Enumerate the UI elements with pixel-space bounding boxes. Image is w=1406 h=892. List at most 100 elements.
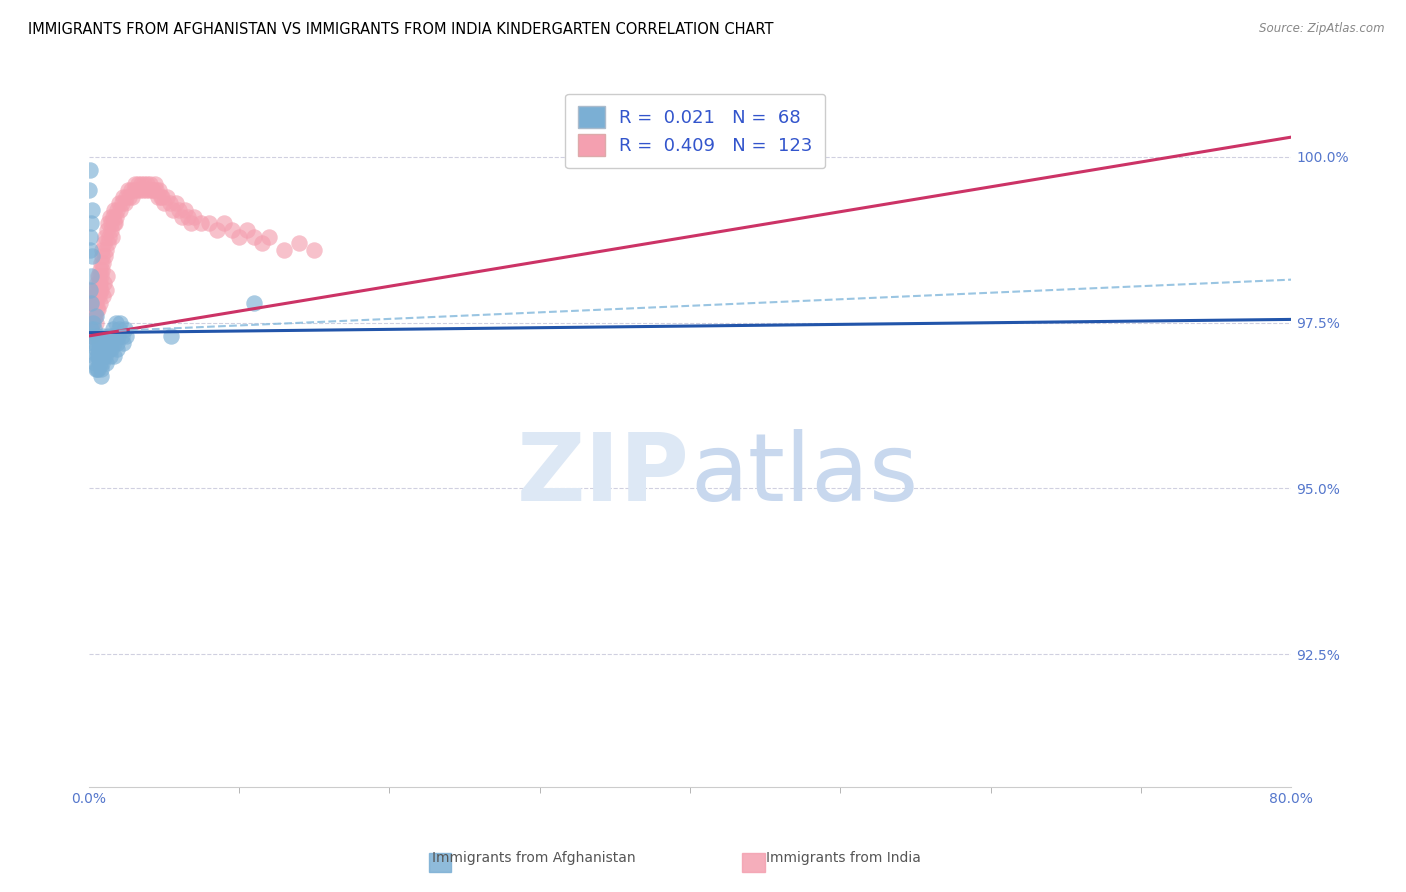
Point (79, 322, 101, 336)
Point (90, 362, 112, 376)
Point (235, 223, 257, 237)
Point (103, 349, 125, 363)
Point (84, 309, 107, 323)
Point (228, 229, 250, 244)
Point (143, 177, 166, 191)
Point (98, 229, 121, 244)
Point (89, 349, 111, 363)
Point (80, 322, 103, 336)
Point (80, 316, 103, 330)
Point (93, 249, 115, 263)
Point (89, 349, 111, 363)
Point (205, 223, 228, 237)
Point (96, 343, 118, 357)
Point (136, 177, 159, 191)
Point (250, 236, 273, 251)
Point (111, 196, 134, 211)
Point (100, 223, 122, 237)
Point (87, 349, 110, 363)
Point (212, 216, 235, 230)
Point (90, 269, 112, 284)
Point (90, 283, 112, 297)
Point (115, 190, 138, 204)
Point (104, 216, 127, 230)
Point (131, 177, 153, 191)
Point (107, 322, 129, 336)
Point (112, 190, 135, 204)
Point (111, 329, 134, 343)
Point (84, 316, 107, 330)
Point (142, 183, 165, 197)
Point (107, 329, 129, 343)
Point (128, 183, 150, 197)
Point (103, 202, 125, 217)
Point (135, 183, 157, 197)
Point (91, 355, 114, 369)
Point (82, 335, 104, 350)
Point (91, 262, 114, 277)
Point (90, 368, 112, 383)
Point (87, 335, 110, 350)
Point (79, 309, 101, 323)
Point (198, 216, 221, 230)
Point (96, 329, 118, 343)
Point (243, 229, 266, 244)
Point (257, 229, 280, 244)
Point (87, 283, 110, 297)
Point (82, 309, 104, 323)
Text: Immigrants from Afghanistan: Immigrants from Afghanistan (433, 851, 636, 865)
Point (221, 223, 243, 237)
Point (149, 190, 172, 204)
Point (86, 289, 108, 303)
Point (104, 210, 127, 224)
Point (94, 229, 117, 244)
Point (79, 163, 101, 178)
Point (288, 236, 311, 251)
Point (84, 283, 107, 297)
Point (156, 190, 179, 204)
Point (132, 183, 155, 197)
Point (190, 216, 212, 230)
Point (86, 329, 108, 343)
Point (97, 335, 120, 350)
Point (86, 302, 108, 317)
Point (93, 335, 115, 350)
Point (273, 243, 295, 257)
Text: ZIP: ZIP (517, 429, 690, 521)
Point (80, 296, 103, 310)
Point (86, 276, 108, 290)
Point (162, 202, 184, 217)
Point (82, 316, 104, 330)
Point (79, 243, 101, 257)
Point (84, 296, 107, 310)
Point (87, 269, 110, 284)
Text: atlas: atlas (690, 429, 918, 521)
Point (174, 202, 197, 217)
Point (122, 183, 145, 197)
Point (115, 329, 138, 343)
Point (89, 343, 111, 357)
Point (101, 329, 124, 343)
Point (121, 190, 143, 204)
Point (91, 256, 114, 270)
Point (86, 289, 108, 303)
Point (89, 276, 111, 290)
Point (97, 216, 120, 230)
Point (104, 329, 127, 343)
Point (87, 302, 110, 317)
Point (145, 183, 167, 197)
Point (98, 349, 121, 363)
Point (96, 236, 118, 251)
Point (125, 183, 148, 197)
Point (96, 223, 118, 237)
Point (302, 243, 325, 257)
Point (87, 362, 110, 376)
Point (153, 196, 176, 211)
Point (101, 322, 124, 336)
Point (80, 329, 103, 343)
Point (107, 196, 129, 211)
Point (124, 177, 146, 191)
Point (83, 283, 105, 297)
Point (94, 283, 117, 297)
Point (103, 335, 125, 350)
